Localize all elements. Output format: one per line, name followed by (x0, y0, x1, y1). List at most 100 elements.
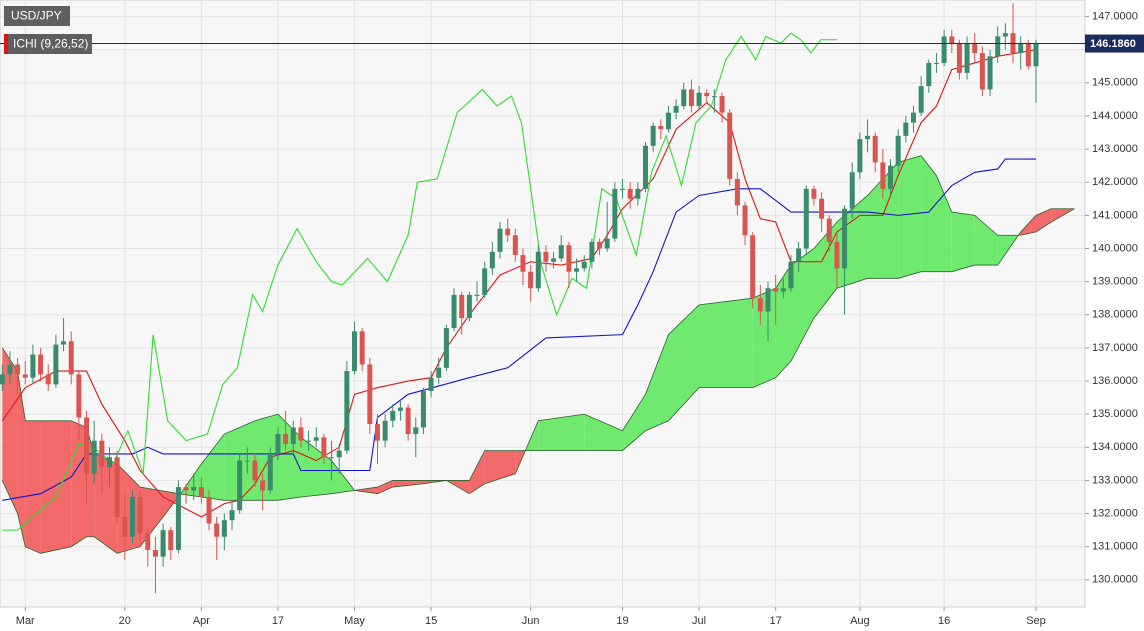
candle-body (53, 344, 59, 385)
candle-body (574, 268, 580, 272)
candle-body (803, 188, 809, 249)
x-tick-label: Mar (16, 615, 35, 627)
x-tick-label: 17 (770, 615, 782, 627)
candle-body (834, 241, 840, 269)
candle-body (352, 331, 358, 372)
candle-body (811, 188, 817, 199)
candles (0, 3, 1039, 594)
candle-body (336, 450, 342, 458)
y-tick-label: 134.0000 (1092, 441, 1138, 453)
indicator-lines (1, 32, 1037, 531)
y-tick-label: 138.0000 (1092, 309, 1138, 321)
candle-body (15, 364, 21, 375)
candle-body (650, 125, 656, 146)
price-label: 146.1860 (1090, 38, 1136, 50)
candle-body (0, 374, 5, 385)
candle-body (788, 261, 794, 289)
candle-body (313, 437, 319, 441)
candle-body (267, 453, 273, 491)
cloud-segment (813, 221, 837, 319)
cloud-segment (17, 371, 26, 547)
candle-body (482, 268, 488, 295)
candle-body (175, 487, 181, 551)
candle-body (888, 165, 894, 189)
x-tick-label: 17 (272, 615, 284, 627)
candle-body (1025, 43, 1031, 67)
legend: USD/JPY ICHI (9,26,52) (4, 6, 92, 54)
candle-body (673, 106, 679, 113)
indicator-line (2, 158, 1036, 501)
symbol-label: USD/JPY (11, 9, 62, 23)
candle-body (237, 460, 243, 511)
candle-body (681, 89, 687, 107)
candle-body (91, 440, 97, 474)
candle-body (321, 437, 327, 458)
candle-body (152, 550, 158, 557)
cloud-edge (1, 155, 1075, 554)
candle-body (489, 251, 495, 269)
cloud-segment (25, 420, 41, 554)
price-box (1085, 34, 1144, 53)
x-tick-label: 20 (119, 615, 131, 627)
x-tick-label: 19 (616, 615, 628, 627)
candle-body (22, 374, 28, 378)
candle-body (374, 424, 380, 441)
candle-body (122, 516, 128, 537)
candle-body (390, 410, 396, 421)
y-tick-label: 135.0000 (1092, 408, 1138, 420)
candle-body (849, 172, 855, 209)
candle-body (145, 533, 151, 551)
candle-body (344, 371, 350, 451)
candle-body (918, 86, 924, 113)
candle-body (941, 36, 947, 63)
candle-body (910, 112, 916, 123)
candle-body (551, 258, 557, 262)
y-tick-label: 142.0000 (1092, 176, 1138, 188)
candle-body (520, 255, 526, 272)
candle-body (642, 145, 648, 189)
candle-body (558, 245, 564, 259)
y-tick-label: 131.0000 (1092, 541, 1138, 553)
candle-body (620, 188, 626, 190)
candle-body (972, 43, 978, 54)
candle-body (76, 374, 82, 418)
candle-body (45, 374, 51, 385)
candle-body (895, 135, 901, 166)
candle-body (114, 457, 120, 517)
cloud-segment (584, 414, 623, 451)
x-tick-label: Apr (193, 615, 210, 627)
cloud-segment (469, 450, 485, 494)
x-tick-label: May (344, 615, 365, 627)
cloud-edge (1, 208, 1075, 501)
candle-body (773, 288, 779, 292)
candle-body (68, 341, 74, 375)
candle-body (727, 112, 733, 179)
candle-body (7, 364, 13, 375)
candle-body (704, 92, 710, 97)
candle-body (635, 188, 641, 199)
candle-body (987, 56, 993, 90)
candle-body (1018, 43, 1024, 54)
indicator-line (1, 49, 1037, 518)
candle-body (198, 487, 204, 497)
candle-body (99, 440, 105, 468)
candle-body (129, 496, 135, 537)
candle-body (933, 62, 939, 64)
candle-body (742, 205, 748, 236)
cloud-segment (140, 487, 179, 547)
candle-body (260, 480, 266, 491)
x-tick-label: 15 (425, 615, 437, 627)
axes: 130.0000 131.0000 132.0000 133.0000 134.0000… (0, 10, 1144, 627)
x-tick-label: Sep (1026, 615, 1046, 627)
y-tick-label: 147.0000 (1092, 10, 1138, 22)
candle-body (244, 460, 250, 462)
cloud-segment (622, 394, 646, 451)
candle-body (474, 294, 480, 296)
candle-body (436, 367, 442, 378)
legend-box (4, 34, 92, 54)
legend-box (4, 6, 70, 26)
cloud-segment (921, 155, 937, 272)
x-tick-label: Jun (522, 615, 540, 627)
candle-body (61, 341, 67, 345)
candle-body (252, 460, 258, 481)
